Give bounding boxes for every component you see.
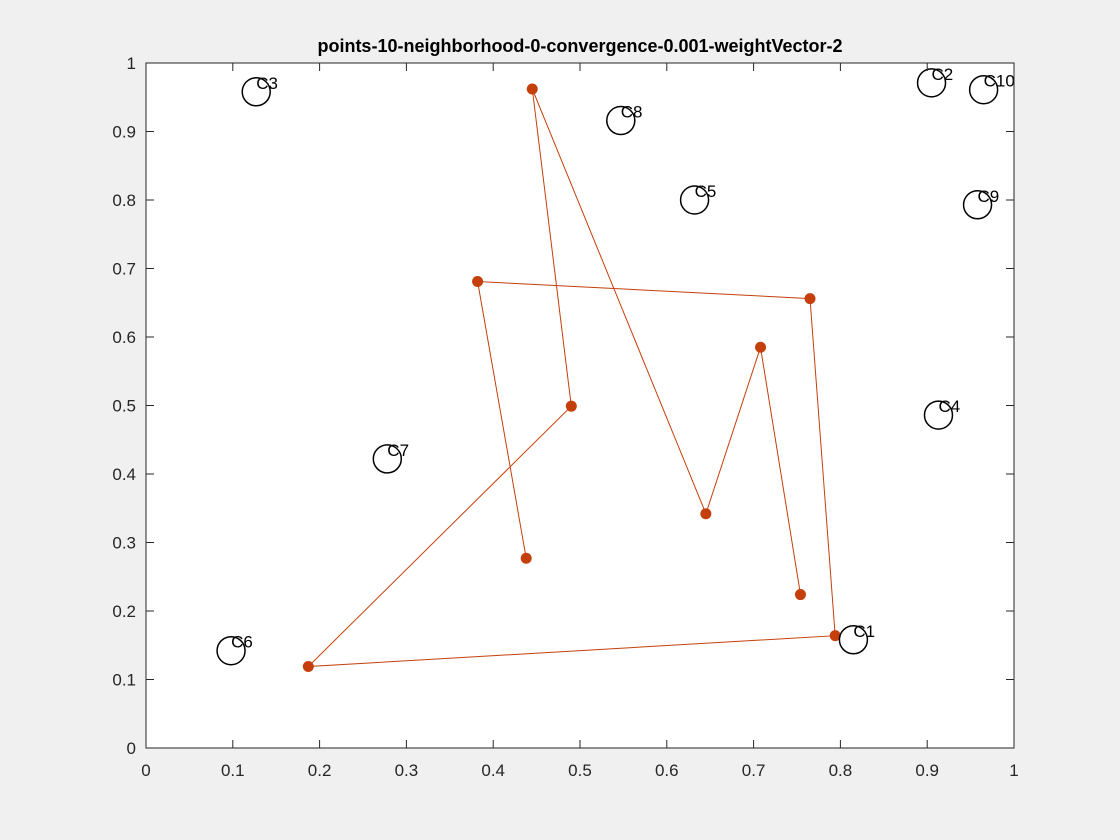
y-tick-label: 0.2	[112, 602, 136, 621]
y-tick-label: 0.9	[112, 123, 136, 142]
x-tick-label: 0.2	[308, 761, 332, 780]
city-marker	[916, 68, 947, 98]
axes-background	[146, 63, 1014, 748]
city-marker	[372, 444, 403, 474]
tour-point	[700, 508, 712, 520]
x-tick-label: 0.3	[395, 761, 419, 780]
city-marker	[216, 635, 246, 666]
city-label: C1	[853, 622, 875, 641]
city-marker	[606, 105, 636, 136]
y-tick-label: 0.1	[112, 671, 136, 690]
tour-point	[302, 660, 314, 672]
x-tick-label: 0.7	[742, 761, 766, 780]
tour-point	[755, 341, 767, 353]
city-label: C3	[256, 74, 278, 93]
city-marker	[241, 77, 271, 107]
city-marker	[923, 400, 954, 430]
city-marker	[962, 190, 993, 220]
tour-path-group	[302, 83, 841, 672]
x-tick-label: 0.6	[655, 761, 679, 780]
x-tick-label: 0	[141, 761, 150, 780]
tour-point	[520, 552, 532, 564]
x-tick-label: 0.4	[481, 761, 505, 780]
city-label: C7	[387, 441, 409, 460]
y-tick-label: 0.6	[112, 328, 136, 347]
city-label: C4	[938, 397, 960, 416]
y-tick-label: 0.7	[112, 260, 136, 279]
city-label: C6	[231, 633, 253, 652]
y-tick-label: 0.4	[112, 465, 136, 484]
cities-group: C1 C2 C3 C4 C5 C6 C7 C8 C9 C10	[216, 65, 1015, 666]
city-label: C9	[978, 187, 1000, 206]
tour-point	[794, 589, 806, 601]
city-marker	[968, 74, 999, 105]
chart-title: points-10-neighborhood-0-convergence-0.0…	[317, 36, 842, 56]
city-label: C10	[984, 72, 1015, 91]
tour-point	[472, 276, 484, 288]
axes-box	[145, 62, 1015, 749]
city-label: C2	[932, 65, 954, 84]
tour-point	[829, 630, 841, 642]
y-tick-label: 0.8	[112, 191, 136, 210]
y-tick-label: 0	[127, 739, 136, 758]
tour-line	[307, 88, 836, 668]
x-tick-label: 0.5	[568, 761, 592, 780]
city-marker	[838, 625, 869, 655]
x-tick-label: 0.8	[829, 761, 853, 780]
x-tick-label: 0.9	[915, 761, 939, 780]
y-tick-label: 1	[127, 54, 136, 73]
city-label: C8	[621, 103, 643, 122]
city-marker	[679, 185, 710, 215]
tour-point	[804, 293, 816, 305]
tour-point	[565, 400, 577, 412]
x-tick-label: 1	[1009, 761, 1018, 780]
y-tick-label: 0.5	[112, 397, 136, 416]
tour-point	[526, 83, 538, 95]
y-tick-label: 0.3	[112, 534, 136, 553]
ticks-group: 0 0.1 0.2 0.3 0.4 0.5 0.6 0.7 0.8 0.9 1 0 0.1 0.2 0.3 0…	[112, 54, 1018, 780]
x-tick-label: 0.1	[221, 761, 245, 780]
city-label: C5	[695, 182, 717, 201]
